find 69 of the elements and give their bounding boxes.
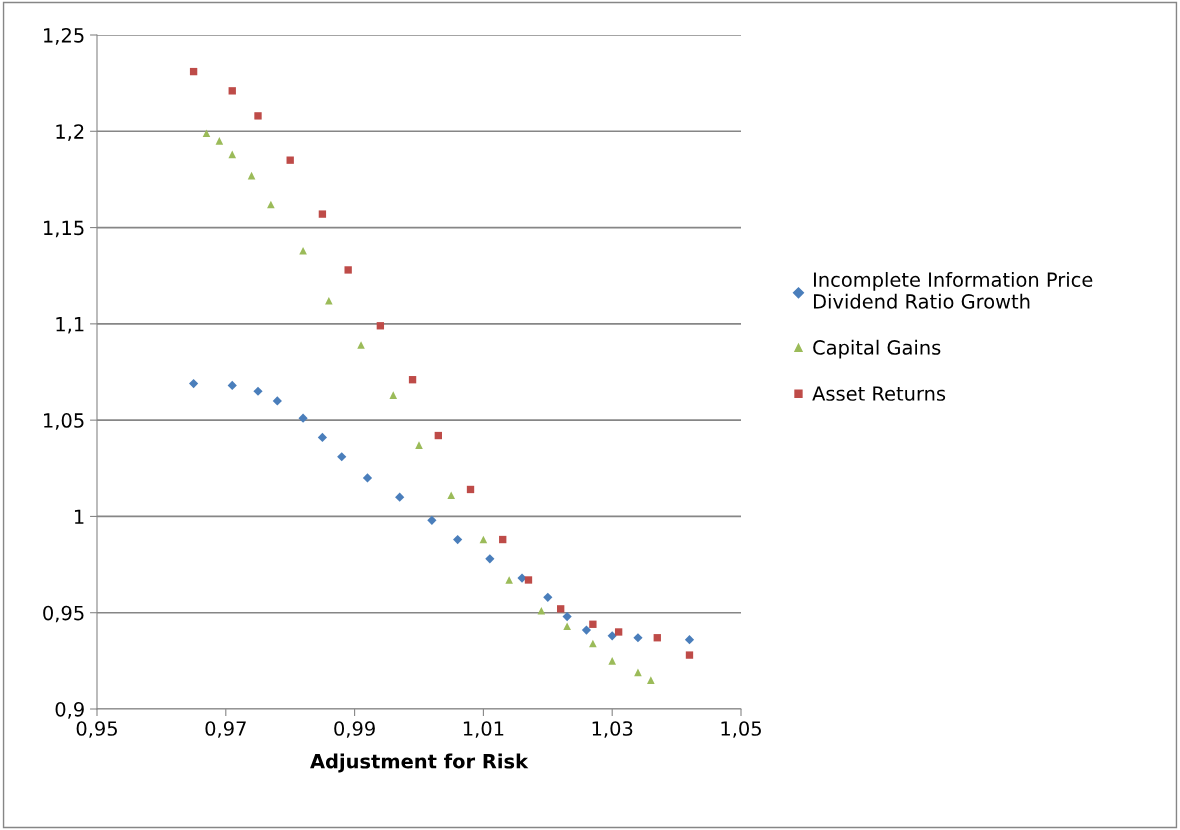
point [614,628,623,636]
x-tick-label: 1,01 [463,721,504,738]
point [563,622,571,630]
point [581,625,592,635]
point [485,554,495,564]
point [395,492,405,502]
point [427,515,437,525]
point [447,491,455,500]
point [228,87,236,95]
point [685,651,694,659]
y-tick-label: 0,9 [55,701,84,719]
point [557,605,565,613]
point [317,432,328,443]
point [589,620,597,628]
point [408,376,417,384]
x-tick-label: 1,03 [592,721,633,738]
x-axis-title: Adjustment for Risk [310,753,529,773]
point [298,413,308,423]
point [228,150,237,159]
point [633,633,643,643]
point [357,341,365,349]
point [505,576,513,584]
point [562,611,572,622]
y-tick-label: 0,95 [43,605,84,623]
point [215,137,224,145]
point [653,634,661,642]
point [537,606,546,615]
point [608,657,616,665]
point [517,573,527,583]
y-tick-label: 1,2 [56,124,84,141]
x-tick-label: 1,05 [721,721,761,738]
x-tick-label: 0,97 [205,721,246,738]
point [344,266,352,274]
legend-label: Asset Returns [812,386,946,401]
point [415,441,423,449]
point [202,129,211,138]
x-tick-label: 0,95 [76,721,117,738]
point [466,485,475,494]
point [453,534,463,545]
point [227,380,237,391]
point [188,378,199,389]
point [267,200,275,209]
point [253,386,263,396]
point [362,473,373,483]
y-tick-label: 1,1 [56,317,84,334]
point [647,676,655,684]
point [286,156,294,164]
point [337,452,347,462]
y-tick-label: 1,15 [44,220,84,238]
y-tick-label: 1,05 [44,413,84,430]
legend-label: Capital Gains [813,339,941,359]
point [325,296,333,305]
point [318,210,327,218]
point [524,576,533,584]
y-tick-label: 1,25 [44,27,84,45]
point [589,639,597,648]
point [254,112,262,120]
point [389,391,398,399]
point [499,535,507,544]
y-tick-label: 1 [74,509,84,524]
point [607,631,617,641]
point [189,67,198,76]
point [684,635,695,645]
legend-label: Incomplete Information Price Dividend Ratio Growth [814,271,1093,309]
point [376,322,385,330]
point [543,592,553,602]
x-tick-label: 0,99 [334,721,375,738]
point [272,396,282,406]
point [434,431,442,440]
